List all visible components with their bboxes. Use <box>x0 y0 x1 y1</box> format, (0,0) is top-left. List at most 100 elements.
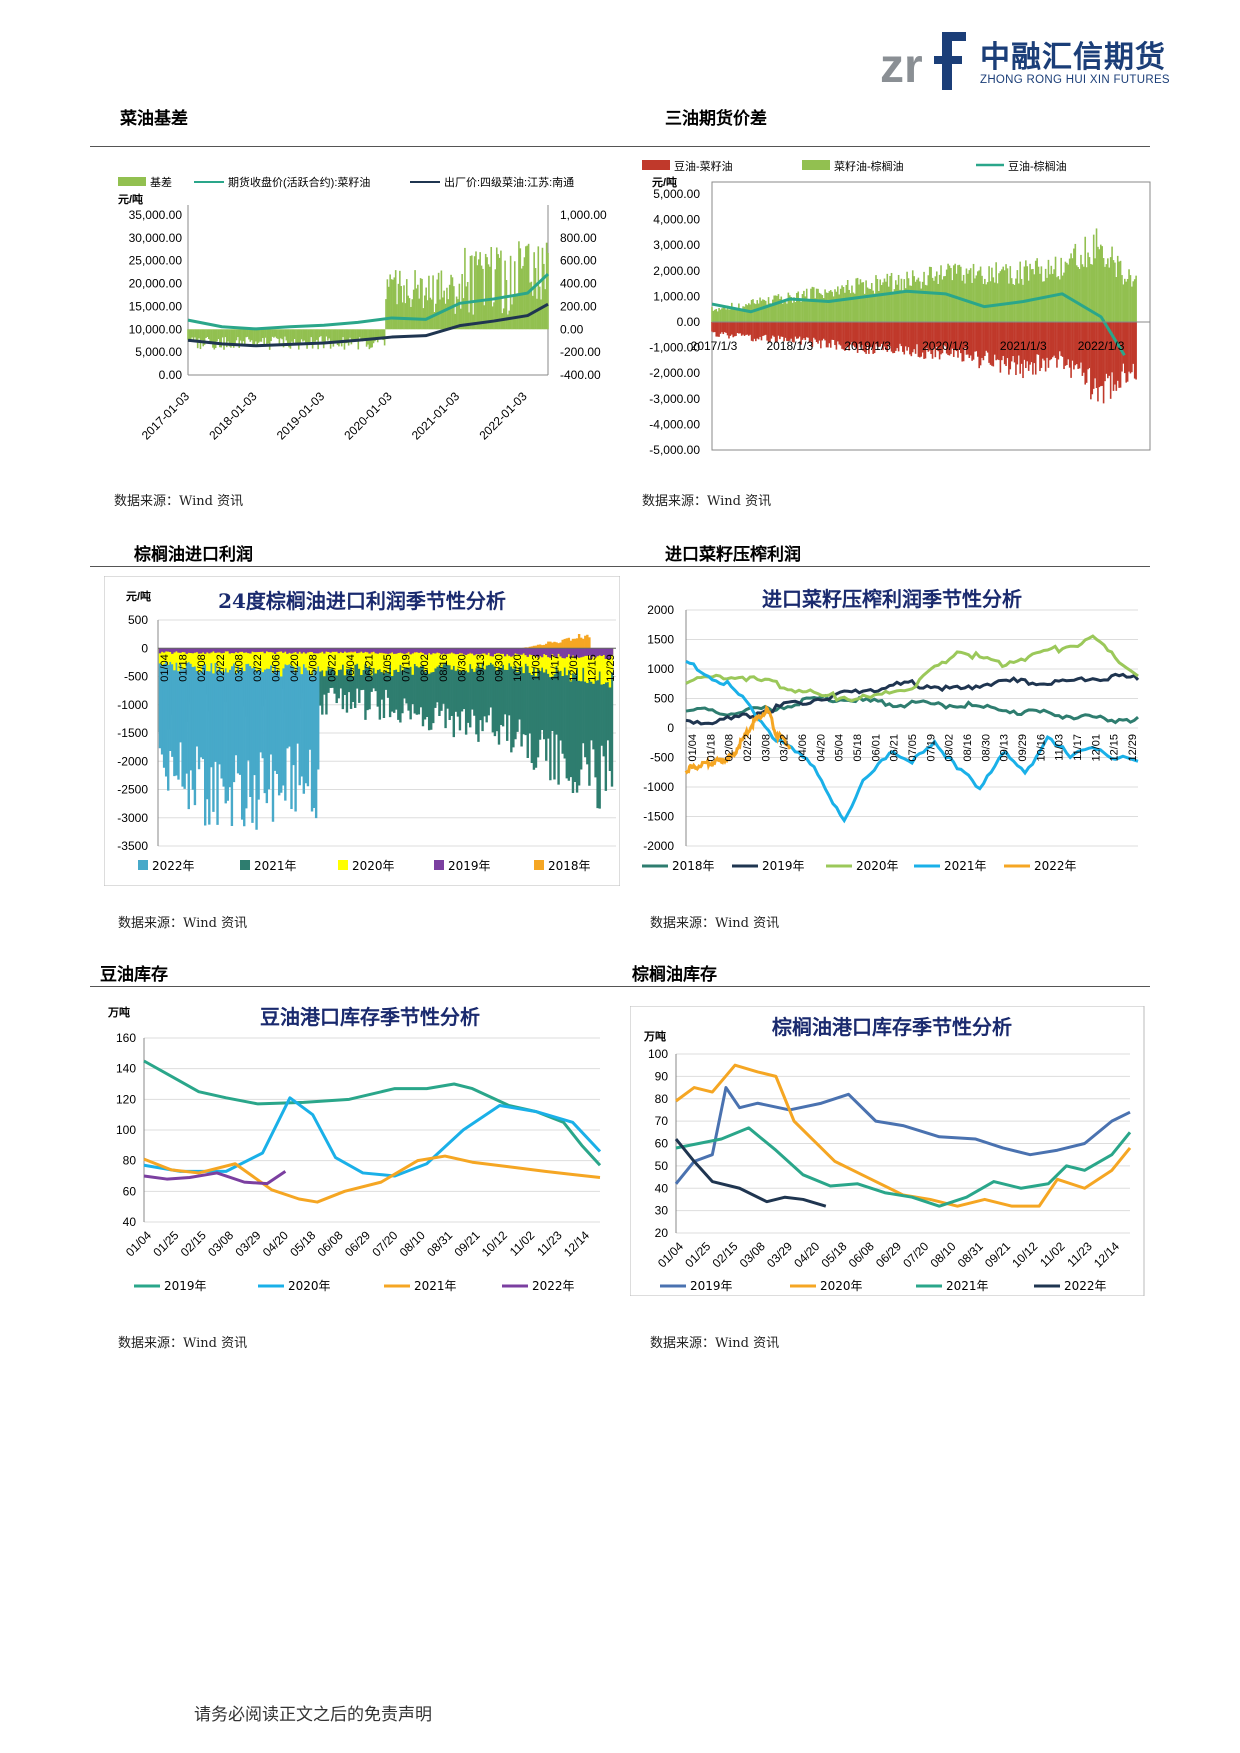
y-tick-label: -2000 <box>643 839 674 853</box>
y-tick-label: 500 <box>654 692 674 706</box>
y-tick-label: 20 <box>655 1226 669 1240</box>
x-tick-label: 12/29 <box>1127 734 1139 762</box>
x-tick-label: 05/18 <box>287 1228 318 1259</box>
x-tick-label: 01/04 <box>123 1228 154 1259</box>
x-tick-label: 07/20 <box>369 1228 400 1259</box>
y-tick-label: -1500 <box>117 726 148 740</box>
y-tick-label: 500 <box>128 613 148 627</box>
x-tick-label: 12/15 <box>1109 734 1121 762</box>
x-tick-label: 01/18 <box>705 734 717 762</box>
legend-label: 2020年 <box>288 1279 331 1293</box>
series-line <box>675 1063 1132 1208</box>
x-tick-label: 07/19 <box>925 734 937 762</box>
chart-title: 进口菜籽压榨利润季节性分析 <box>762 587 1022 611</box>
x-tick-label: 04/06 <box>797 734 809 762</box>
y-tick-label: 2000 <box>647 603 674 617</box>
y-tick-label: -500 <box>124 670 148 684</box>
y-axis-unit: 万吨 <box>107 1005 130 1019</box>
legend-label: 菜籽油-棕榈油 <box>834 159 904 173</box>
legend-swatch <box>434 860 444 870</box>
x-tick-label: 12/14 <box>561 1228 592 1259</box>
y-axis-unit: 万吨 <box>643 1029 666 1043</box>
divider <box>90 566 1150 567</box>
y-tick-label: 120 <box>116 1092 136 1106</box>
y-tick-label: -3000 <box>117 811 148 825</box>
section-title-rapeseed-crush-profit: 进口菜籽压榨利润 <box>665 545 801 565</box>
x-tick-label: 09/30 <box>494 654 506 682</box>
y-tick-label: 100 <box>648 1047 668 1061</box>
series-line <box>187 272 550 331</box>
y-tick-label: -1500 <box>643 810 674 824</box>
x-tick-label: 2019-01-03 <box>274 389 328 443</box>
x-tick-label: 2018-01-03 <box>206 389 260 443</box>
data-source-note: 数据来源：Wind 资讯 <box>650 916 780 931</box>
x-tick-label: 02/22 <box>742 734 754 762</box>
section-title-three-oil-spread: 三油期货价差 <box>665 109 767 129</box>
legend-label: 豆油-菜籽油 <box>674 159 733 173</box>
x-tick-label: 12/29 <box>605 654 617 682</box>
data-source-note: 数据来源：Wind 资讯 <box>642 494 772 509</box>
x-tick-label: 08/10 <box>397 1228 428 1259</box>
legend-label: 2019年 <box>448 859 491 873</box>
y-tick-label: 35,000.00 <box>129 208 183 222</box>
x-tick-label: 2020-01-03 <box>341 389 395 443</box>
y2-tick-label: 1,000.00 <box>560 208 607 222</box>
legend-label: 2018年 <box>548 859 591 873</box>
x-tick-label: 10/20 <box>512 654 524 682</box>
legend-swatch <box>534 860 544 870</box>
chart-palm-import-profit: 24度棕榈油进口利润季节性分析 元/吨 500 0 -500 -1000 -1500 -200… <box>104 576 620 886</box>
x-tick-label: 11/02 <box>507 1228 538 1259</box>
y2-tick-label: 0.00 <box>560 322 584 336</box>
x-tick-label: 03/08 <box>760 734 772 762</box>
y-tick-label: 50 <box>655 1159 669 1173</box>
y-tick-label: 15,000.00 <box>129 299 183 313</box>
y-tick-label: 100 <box>116 1123 136 1137</box>
section-title-palm-import-profit: 棕榈油进口利润 <box>134 545 253 565</box>
y-tick-label: -3,000.00 <box>649 392 700 406</box>
y-tick-label: 30 <box>655 1204 669 1218</box>
x-tick-label: 02/08 <box>724 734 736 762</box>
y2-tick-label: -400.00 <box>560 368 601 382</box>
company-logo: zr 中融汇信期货 ZHONG RONG HUI XIN FUTURES <box>880 26 1170 96</box>
legend-label: 2022年 <box>1034 859 1077 873</box>
x-tick-label: 06/21 <box>889 734 901 762</box>
disclaimer-footer: 请务必阅读正文之后的免责声明 <box>194 1705 432 1725</box>
y-tick-label: -4,000.00 <box>649 417 700 431</box>
svg-text:zr: zr <box>880 40 923 93</box>
legend-label: 出厂价:四级菜油:江苏:南通 <box>444 175 574 189</box>
x-tick-label: 11/17 <box>549 654 561 681</box>
y2-tick-label: 600.00 <box>560 254 597 268</box>
x-tick-label: 08/02 <box>419 654 431 682</box>
y-tick-label: 60 <box>655 1137 669 1151</box>
x-tick-label: 2018/1/3 <box>766 339 813 353</box>
legend-swatch <box>642 160 670 170</box>
section-title-palm-oil-stock: 棕榈油库存 <box>632 965 717 985</box>
x-tick-label: 01/18 <box>178 654 190 682</box>
y-tick-label: -5,000.00 <box>649 443 700 457</box>
legend-label: 2020年 <box>352 859 395 873</box>
x-tick-label: 07/19 <box>401 654 413 682</box>
series-line <box>685 672 1140 726</box>
legend-label: 2019年 <box>690 1279 733 1293</box>
y-tick-label: -2,000.00 <box>649 366 700 380</box>
data-source-note: 数据来源：Wind 资讯 <box>118 1336 248 1351</box>
x-tick-label: 2017/1/3 <box>691 339 738 353</box>
y-axis-unit: 元/吨 <box>652 175 677 189</box>
x-tick-label: 06/04 <box>345 654 357 682</box>
series-line <box>685 634 1139 703</box>
legend-label: 2021年 <box>944 859 987 873</box>
x-tick-label: 12/01 <box>1090 734 1102 762</box>
y2-tick-label: -200.00 <box>560 345 601 359</box>
x-tick-label: 05/22 <box>326 654 338 682</box>
y-tick-label: -1000 <box>643 780 674 794</box>
y-tick-label: 0.00 <box>677 315 701 329</box>
y-tick-label: 20,000.00 <box>129 277 183 291</box>
y-tick-label: 160 <box>116 1031 136 1045</box>
y-tick-label: 60 <box>123 1184 137 1198</box>
y-tick-label: 140 <box>116 1062 136 1076</box>
series-line <box>684 704 792 775</box>
legend-label: 2021年 <box>414 1279 457 1293</box>
y-axis-unit: 元/吨 <box>126 589 151 603</box>
y-tick-label: 70 <box>655 1114 669 1128</box>
x-tick-label: 02/08 <box>196 654 208 682</box>
